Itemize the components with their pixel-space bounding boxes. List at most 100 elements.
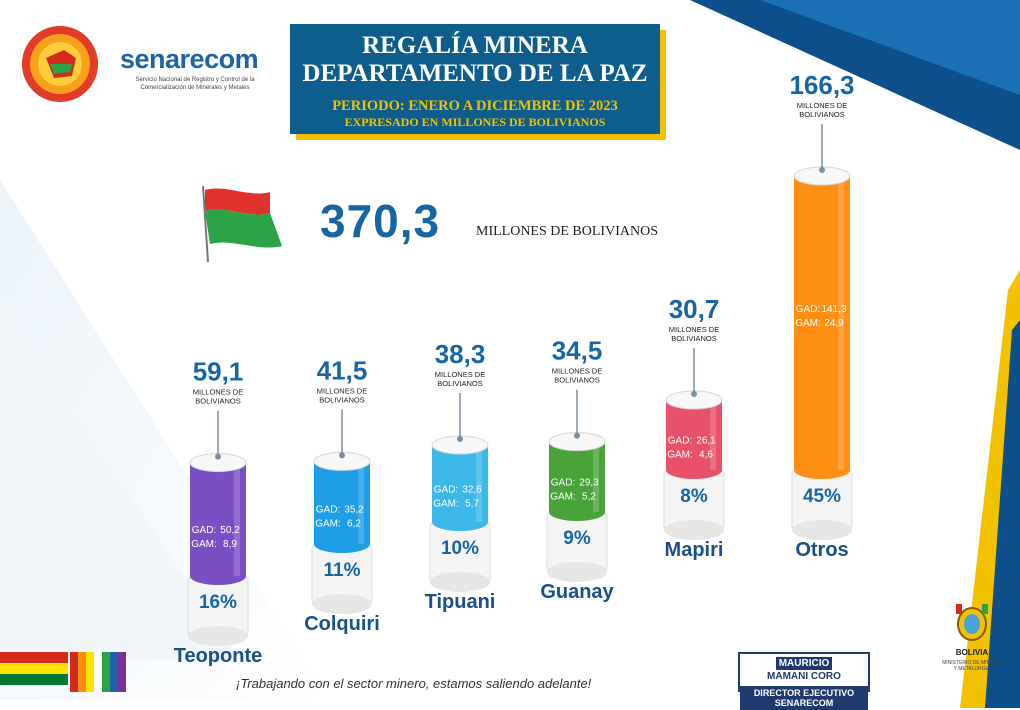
pedestal-base-tipuani [430, 572, 490, 592]
country-label: BOLIVIA [955, 648, 989, 657]
signature-role: DIRECTOR EJECUTIVO SENARECOM [740, 686, 868, 710]
percent-label-guanay: 9% [563, 528, 591, 549]
bar-mapiri [666, 400, 722, 470]
bar-otros [794, 176, 850, 470]
value-label-guanay: 34,5 [552, 336, 603, 366]
unit-label-guanay-1: MILLONES DE [552, 367, 602, 376]
gad-label-colquiri: GAD: [316, 505, 340, 516]
gad-value-tipuani: 32,6 [462, 485, 482, 496]
category-label-mapiri: Mapiri [665, 539, 724, 561]
senarecom-logo: senarecom Servicio Nacional de Registro … [20, 20, 259, 110]
total-value: 370,3 [320, 195, 441, 247]
leader-dot-guanay [574, 432, 580, 439]
bolivia-coat-of-arms-icon [956, 604, 988, 641]
unit-label-tipuani-2: BOLIVIANOS [437, 379, 482, 388]
signature-block: MAURICIOMAMANI CORO DIRECTOR EJECUTIVO S… [738, 652, 870, 710]
gad-value-otros: 141,3 [821, 304, 846, 315]
value-label-mapiri: 30,7 [669, 294, 720, 324]
gam-label-mapiri: GAM: [667, 449, 693, 460]
unit-label-tipuani-1: MILLONES DE [435, 370, 485, 379]
gad-value-colquiri: 35,2 [344, 505, 364, 516]
bar-highlight-guanay [593, 441, 599, 512]
leader-dot-colquiri [339, 452, 345, 459]
units-note: EXPRESADO EN MILLONES DE BOLIVIANOS [344, 115, 606, 129]
pedestal-base-teoponte [188, 626, 248, 646]
wiphala-flag-icon [70, 652, 126, 692]
bar-highlight-tipuani [476, 444, 482, 522]
category-label-colquiri: Colquiri [304, 613, 380, 635]
percent-label-colquiri: 11% [324, 560, 361, 581]
gad-label-teoponte: GAD: [192, 525, 216, 536]
period-label: PERIODO: ENERO A DICIEMBRE DE 2023 [332, 98, 618, 114]
percent-label-tipuani: 10% [441, 538, 479, 559]
total-unit: MILLONES DE BOLIVIANOS [476, 224, 658, 239]
gad-label-mapiri: GAD: [668, 435, 692, 446]
slogan: ¡Trabajando con el sector minero, estamo… [236, 676, 592, 691]
pedestal-base-otros [792, 520, 852, 540]
gam-value-colquiri: 6,2 [347, 519, 361, 530]
percent-label-otros: 45% [803, 486, 841, 507]
unit-label-teoponte-1: MILLONES DE [193, 388, 243, 397]
la-paz-flag-icon [202, 185, 282, 263]
percent-label-teoponte: 16% [199, 592, 237, 613]
bar-tipuani [432, 444, 488, 522]
bolivia-flag-icon [0, 652, 68, 685]
pedestal-base-colquiri [312, 594, 372, 614]
gam-value-tipuani: 5,7 [465, 499, 479, 510]
page-title-line1: REGALÍA MINERA [362, 32, 588, 59]
logo-name: senarecom [120, 44, 259, 74]
unit-label-mapiri-1: MILLONES DE [669, 325, 719, 334]
leader-dot-mapiri [691, 391, 697, 397]
gam-value-teoponte: 8,9 [223, 539, 237, 550]
category-label-tipuani: Tipuani [425, 591, 496, 613]
bar-highlight-mapiri [710, 400, 716, 470]
unit-label-otros-2: BOLIVIANOS [799, 110, 844, 119]
value-label-otros: 166,3 [789, 70, 854, 100]
bar-highlight-colquiri [358, 461, 364, 544]
bar-highlight-teoponte [234, 462, 240, 576]
value-label-tipuani: 38,3 [435, 339, 486, 369]
gam-label-otros: GAM: [795, 318, 821, 329]
senarecom-emblem-icon [22, 26, 98, 102]
category-label-otros: Otros [795, 539, 848, 561]
percent-label-mapiri: 8% [680, 486, 708, 507]
unit-label-teoponte-2: BOLIVIANOS [195, 397, 240, 406]
page-title-line2: DEPARTAMENTO DE LA PAZ [302, 60, 648, 87]
bar-guanay [549, 441, 605, 512]
gam-value-guanay: 5,2 [582, 491, 596, 502]
gad-label-otros: GAD: [796, 304, 820, 315]
category-label-teoponte: Teoponte [174, 645, 263, 667]
bar-bottom-otros [794, 461, 850, 479]
leader-dot-teoponte [215, 453, 221, 460]
value-label-colquiri: 41,5 [317, 355, 368, 385]
pedestal-base-mapiri [664, 520, 724, 540]
leader-dot-otros [819, 167, 825, 173]
signature-last-name: MAMANI CORO [767, 671, 841, 682]
title-box: REGALÍA MINERA DEPARTAMENTO DE LA PAZ PE… [290, 24, 660, 134]
category-label-guanay: Guanay [540, 581, 614, 603]
unit-label-mapiri-2: BOLIVIANOS [671, 334, 716, 343]
bar-bottom-colquiri [314, 535, 370, 553]
gad-label-guanay: GAD: [551, 477, 575, 488]
gam-value-otros: 24,9 [824, 318, 844, 329]
ministry-emblem: BOLIVIA MINISTERIO DE MINERÍA Y METALURG… [942, 600, 1002, 680]
logo-subtitle: Servicio Nacional de Registro y Control … [135, 77, 255, 91]
gad-label-tipuani: GAD: [434, 485, 458, 496]
value-label-teoponte: 59,1 [193, 357, 244, 387]
ministry-label: MINISTERIO DE MINERÍA Y METALURGIA [942, 660, 1002, 672]
bar-bottom-mapiri [666, 461, 722, 479]
bar-bottom-tipuani [432, 513, 488, 531]
unit-label-colquiri-2: BOLIVIANOS [319, 395, 364, 404]
bar-highlight-otros [838, 176, 844, 470]
gam-label-colquiri: GAM: [315, 519, 341, 530]
unit-label-colquiri-1: MILLONES DE [317, 386, 367, 395]
gam-value-mapiri: 4,6 [699, 449, 713, 460]
gam-label-teoponte: GAM: [191, 539, 217, 550]
pedestal-base-guanay [547, 562, 607, 582]
signature-first-name: MAURICIO [775, 657, 833, 670]
gad-value-mapiri: 26,1 [696, 435, 716, 446]
gam-label-guanay: GAM: [550, 491, 576, 502]
leader-dot-tipuani [457, 435, 463, 442]
gad-value-teoponte: 50,2 [220, 525, 240, 536]
